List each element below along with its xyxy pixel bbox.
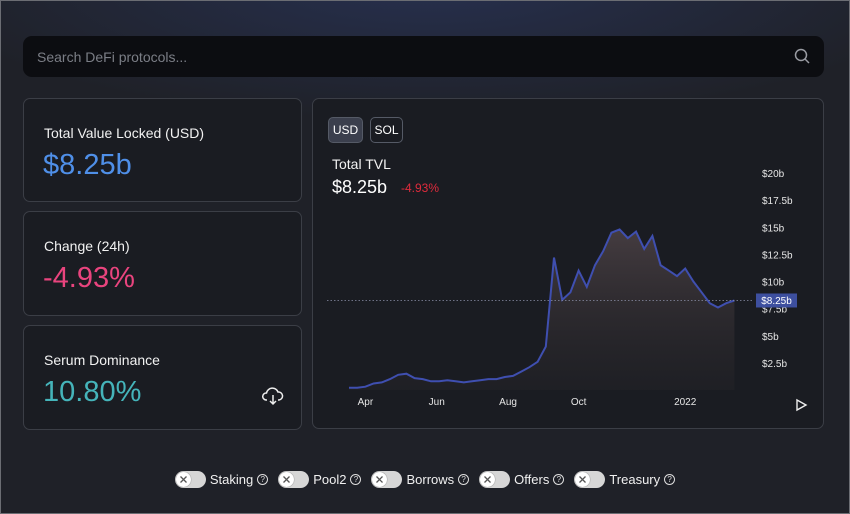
x-tick-label: 2022	[674, 397, 697, 408]
x-tick-label: Oct	[571, 397, 587, 408]
toggle-label: Treasury	[609, 472, 661, 487]
search-icon[interactable]	[794, 48, 810, 64]
y-tick-label: $2.5b	[762, 359, 787, 370]
toggle-bar: Staking? Pool2? Borrows? Offers? Treasury?	[1, 471, 849, 488]
current-value-marker	[756, 293, 797, 308]
card-value: 10.80%	[43, 376, 142, 408]
card-value: $8.25b	[43, 149, 132, 181]
currency-button[interactable]: SOL	[370, 117, 403, 143]
y-tick-label: $17.5b	[762, 196, 793, 207]
toggle-label: Pool2	[313, 472, 347, 487]
help-icon[interactable]: ?	[257, 474, 269, 485]
change-card: Change (24h) -4.93%	[23, 211, 302, 316]
toggle-knob	[480, 472, 496, 487]
x-tick-label: Jun	[429, 397, 445, 408]
tvl-card: Total Value Locked (USD) $8.25b	[23, 98, 302, 202]
chart-change: -4.93%	[401, 181, 440, 195]
card-label: Serum Dominance	[44, 352, 160, 368]
chart-title: Total TVL	[332, 156, 391, 172]
y-tick-label: $12.5b	[762, 250, 793, 261]
current-value-label: $8.25b	[761, 296, 792, 307]
chart-card: USD SOL Total TVL $8.25b -4.93% $2.5b $5b…	[312, 98, 824, 429]
area	[349, 229, 735, 390]
toggle[interactable]: Pool2?	[278, 471, 362, 488]
toggle-switch[interactable]	[574, 471, 606, 488]
currency-button[interactable]: USD	[328, 117, 363, 143]
toggle-knob	[372, 472, 388, 487]
toggle-switch[interactable]	[371, 471, 403, 488]
y-tick-label: $15b	[762, 223, 785, 234]
chart-subtitle: $8.25b	[332, 177, 388, 197]
y-tick-label: $5b	[762, 332, 779, 343]
search-placeholder: Search DeFi protocols...	[37, 49, 188, 65]
toggle-label: Borrows	[406, 472, 455, 487]
toggle-label: Staking	[209, 472, 254, 487]
toggle[interactable]: Treasury?	[574, 471, 676, 488]
card-label: Total Value Locked (USD)	[44, 125, 205, 141]
x-tick-label: Apr	[358, 397, 374, 408]
toggle[interactable]: Staking?	[174, 471, 269, 488]
toggle-knob	[279, 472, 295, 487]
toggle-switch[interactable]	[278, 471, 310, 488]
chart: $2.5b $5b $7.5b $10b $12.5b $15b $17.5b $20b Apr…	[327, 169, 808, 412]
help-icon[interactable]: ?	[458, 474, 470, 485]
toggle-knob	[575, 472, 591, 487]
toggle[interactable]: Borrows?	[371, 471, 470, 488]
line	[349, 228, 735, 389]
y-tick-label: $7.5b	[762, 305, 787, 316]
search-bar[interactable]: Search DeFi protocols...	[23, 36, 824, 77]
x-tick-label: Aug	[499, 397, 517, 408]
y-tick-label: $20b	[762, 169, 785, 180]
help-icon[interactable]: ?	[664, 474, 676, 485]
toggle-label: Offers	[514, 472, 550, 487]
help-icon[interactable]: ?	[553, 474, 565, 485]
toggle[interactable]: Offers?	[479, 471, 565, 488]
card-value: -4.93%	[43, 262, 135, 294]
toggle-switch[interactable]	[479, 471, 511, 488]
dominance-card: Serum Dominance 10.80%	[23, 325, 302, 430]
toggle-knob	[175, 472, 191, 487]
toggle-switch[interactable]	[174, 471, 206, 488]
download-icon[interactable]	[262, 386, 284, 406]
card-label: Change (24h)	[44, 238, 130, 254]
help-icon[interactable]: ?	[350, 474, 362, 485]
play-button[interactable]	[796, 398, 808, 412]
y-tick-label: $10b	[762, 278, 785, 289]
